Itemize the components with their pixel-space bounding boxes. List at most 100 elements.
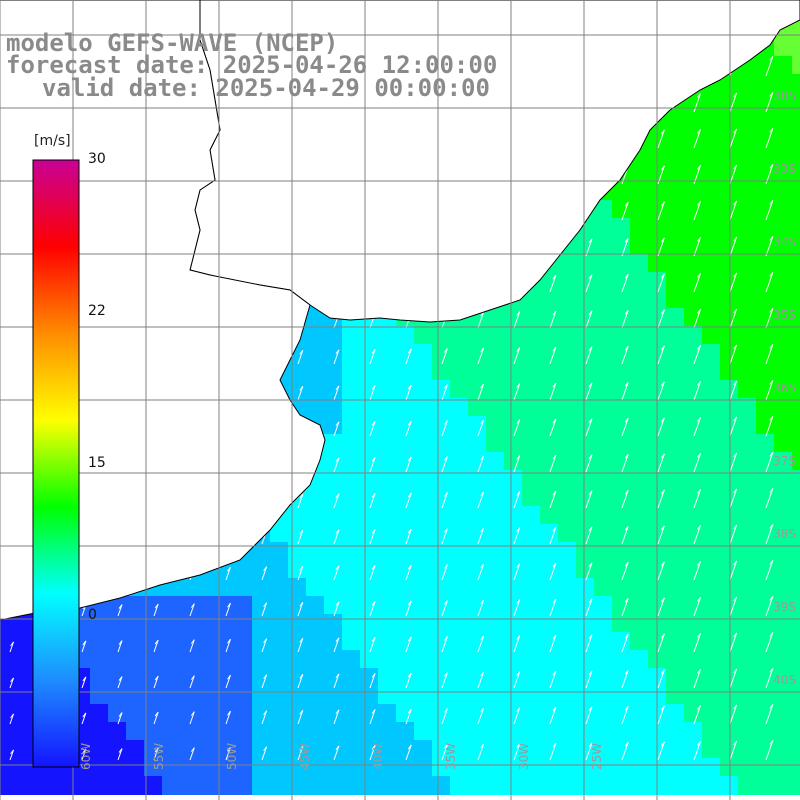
field-cell bbox=[540, 686, 559, 705]
field-cell bbox=[414, 344, 433, 363]
field-cell bbox=[594, 776, 613, 795]
field-cell bbox=[144, 740, 163, 759]
wind-arrow bbox=[729, 524, 738, 545]
field-cell bbox=[666, 470, 685, 489]
wind-arrow-head bbox=[444, 420, 448, 425]
field-cell bbox=[486, 452, 505, 471]
field-cell bbox=[108, 668, 127, 687]
wind-arrow-head bbox=[299, 601, 304, 607]
wind-arrow-head bbox=[552, 310, 557, 316]
wind-arrow bbox=[621, 634, 629, 653]
field-cell bbox=[702, 542, 721, 561]
field-cell bbox=[396, 380, 415, 399]
field-cell bbox=[522, 758, 541, 777]
field-cell bbox=[378, 398, 397, 417]
wind-arrow-head bbox=[407, 492, 412, 498]
wind-arrow-head bbox=[10, 713, 14, 719]
field-cell bbox=[378, 362, 397, 381]
field-cell bbox=[792, 218, 800, 237]
field-cell bbox=[774, 200, 793, 219]
field-cell bbox=[630, 650, 649, 669]
field-cell bbox=[630, 470, 649, 489]
field-cell bbox=[702, 776, 721, 795]
field-cell bbox=[630, 362, 649, 381]
field-cell bbox=[558, 650, 577, 669]
field-cell bbox=[738, 218, 757, 237]
field-cell bbox=[306, 506, 325, 525]
field-cell bbox=[594, 434, 613, 453]
field-cell bbox=[522, 650, 541, 669]
wind-arrow bbox=[477, 527, 485, 545]
wind-arrow-head bbox=[733, 272, 738, 278]
wind-arrow bbox=[621, 238, 629, 257]
field-cell bbox=[270, 776, 289, 795]
wind-arrow-head bbox=[407, 420, 412, 426]
field-cell bbox=[414, 542, 433, 561]
wind-arrow-head bbox=[190, 711, 195, 716]
field-cell bbox=[396, 740, 415, 759]
field-cell bbox=[756, 704, 775, 723]
field-cell bbox=[630, 344, 649, 363]
wind-arrow bbox=[765, 56, 774, 77]
wind-arrow-head bbox=[624, 417, 629, 423]
wind-arrow-head bbox=[624, 597, 629, 603]
field-cell bbox=[702, 164, 721, 183]
field-cell bbox=[666, 488, 685, 507]
field-cell bbox=[108, 686, 127, 705]
field-cell bbox=[324, 614, 343, 633]
field-cell bbox=[324, 470, 343, 489]
field-cell bbox=[90, 650, 109, 669]
wind-arrow-head bbox=[516, 347, 521, 352]
field-cell bbox=[630, 686, 649, 705]
field-cell bbox=[774, 632, 793, 651]
field-cell bbox=[468, 686, 487, 705]
field-cell bbox=[666, 578, 685, 597]
field-cell bbox=[792, 200, 800, 219]
field-cell bbox=[432, 416, 451, 435]
field-cell bbox=[288, 776, 307, 795]
field-cell bbox=[576, 686, 595, 705]
field-cell bbox=[738, 650, 757, 669]
field-cell bbox=[630, 200, 649, 219]
field-cell bbox=[486, 506, 505, 525]
wind-arrow-head bbox=[769, 308, 774, 313]
wind-arrow bbox=[729, 704, 738, 725]
field-cell bbox=[360, 434, 379, 453]
field-cell bbox=[144, 686, 163, 705]
field-cell bbox=[342, 380, 361, 399]
wind-arrow bbox=[585, 526, 593, 545]
wind-arrow-head bbox=[697, 345, 701, 350]
field-cell bbox=[396, 326, 415, 345]
wind-arrow-head bbox=[227, 674, 231, 680]
field-cell bbox=[774, 452, 793, 471]
wind-arrow-head bbox=[407, 600, 412, 606]
field-cell bbox=[594, 254, 613, 273]
wind-arrow bbox=[117, 640, 123, 653]
wind-arrow-head bbox=[660, 561, 665, 567]
field-cell bbox=[666, 146, 685, 165]
wind-arrow bbox=[513, 671, 521, 689]
wind-arrow-head bbox=[733, 524, 738, 530]
field-cell bbox=[144, 650, 163, 669]
wind-arrow bbox=[657, 633, 665, 653]
field-cell bbox=[684, 614, 703, 633]
field-cell bbox=[486, 488, 505, 507]
field-cell bbox=[360, 488, 379, 507]
wind-arrow-head bbox=[697, 273, 701, 278]
wind-arrow-head bbox=[697, 633, 701, 638]
wind-arrow bbox=[585, 706, 593, 725]
wind-arrow-head bbox=[444, 708, 448, 713]
wind-arrow-head bbox=[190, 603, 195, 608]
wind-arrow bbox=[477, 671, 485, 689]
wind-arrow bbox=[297, 494, 304, 509]
field-cell bbox=[684, 326, 703, 345]
field-cell bbox=[738, 380, 757, 399]
wind-arrow-head bbox=[552, 490, 557, 496]
field-cell bbox=[594, 272, 613, 291]
field-cell bbox=[468, 380, 487, 399]
field-cell bbox=[288, 524, 307, 543]
field-cell bbox=[450, 560, 469, 579]
field-cell bbox=[738, 488, 757, 507]
wind-arrow bbox=[333, 457, 340, 473]
